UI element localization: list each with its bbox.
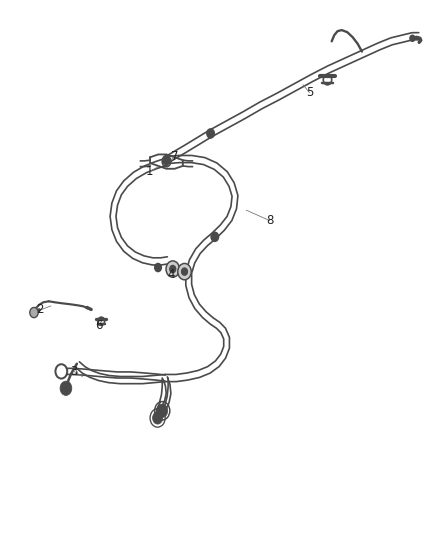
Text: 4: 4 xyxy=(167,268,174,281)
Circle shape xyxy=(157,404,168,417)
Text: 7: 7 xyxy=(171,150,179,163)
Circle shape xyxy=(211,232,219,241)
Circle shape xyxy=(30,308,38,318)
Circle shape xyxy=(178,263,191,280)
Text: 2: 2 xyxy=(36,303,44,317)
Circle shape xyxy=(170,265,176,273)
Text: 6: 6 xyxy=(95,319,103,332)
Circle shape xyxy=(152,412,162,424)
Circle shape xyxy=(155,263,161,272)
Circle shape xyxy=(166,261,180,277)
Circle shape xyxy=(60,381,72,395)
Circle shape xyxy=(56,364,67,378)
Circle shape xyxy=(207,129,214,138)
Circle shape xyxy=(182,268,187,275)
Text: 3: 3 xyxy=(70,365,78,378)
Circle shape xyxy=(162,156,170,165)
Text: 1: 1 xyxy=(146,165,153,179)
Circle shape xyxy=(410,35,415,42)
Text: 5: 5 xyxy=(306,86,313,99)
Text: 8: 8 xyxy=(266,214,273,227)
